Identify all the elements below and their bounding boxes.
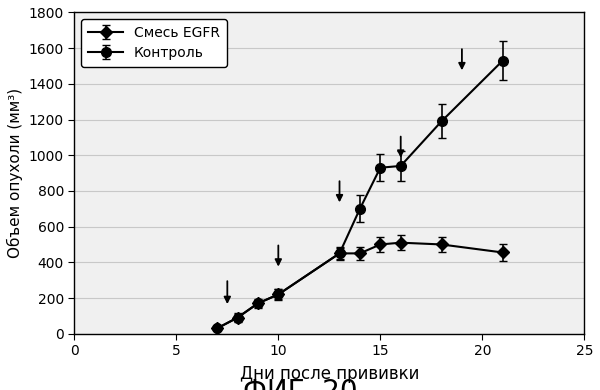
Legend: Смесь EGFR, Контроль: Смесь EGFR, Контроль bbox=[81, 20, 227, 67]
Text: ФИГ. 20: ФИГ. 20 bbox=[242, 378, 358, 390]
Y-axis label: Объем опухоли (мм³): Объем опухоли (мм³) bbox=[7, 88, 23, 258]
X-axis label: Дни после прививки: Дни после прививки bbox=[239, 365, 419, 383]
